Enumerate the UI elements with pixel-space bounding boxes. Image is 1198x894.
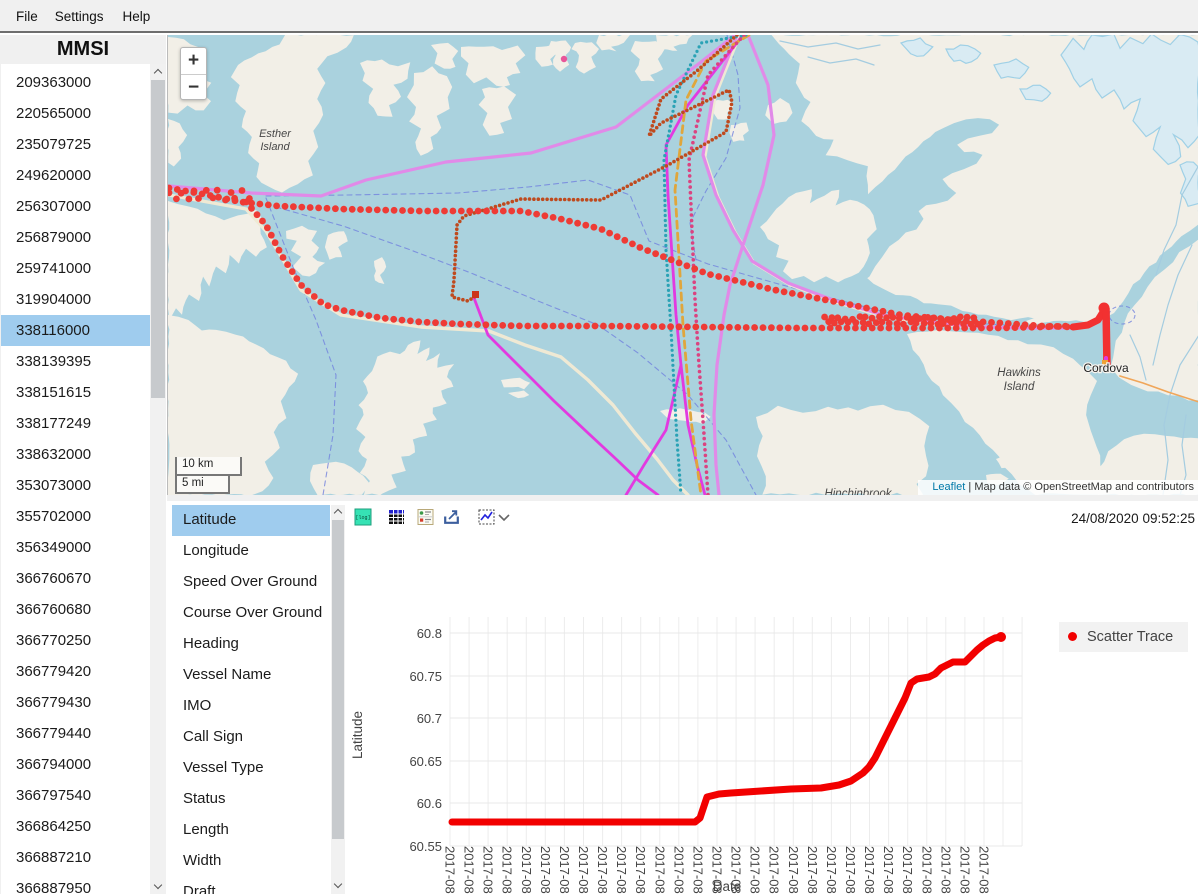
svg-text:Date: Date bbox=[713, 879, 742, 894]
svg-text:2017-08: 2017-08 bbox=[786, 846, 801, 894]
svg-text:2017-08: 2017-08 bbox=[919, 846, 934, 894]
svg-text:2017-08: 2017-08 bbox=[957, 846, 972, 894]
svg-text:Island: Island bbox=[260, 141, 290, 153]
svg-text:2017-08: 2017-08 bbox=[500, 846, 515, 894]
svg-text:2017-08: 2017-08 bbox=[671, 846, 686, 894]
svg-text:2017-08: 2017-08 bbox=[614, 846, 629, 894]
svg-text:2017-08: 2017-08 bbox=[652, 846, 667, 894]
svg-text:2017-08: 2017-08 bbox=[748, 846, 763, 894]
svg-text:2017-08: 2017-08 bbox=[443, 846, 458, 894]
svg-text:2017-08: 2017-08 bbox=[729, 846, 744, 894]
svg-text:2017-08: 2017-08 bbox=[977, 846, 992, 894]
svg-text:60.75: 60.75 bbox=[409, 669, 442, 684]
svg-text:2017-08: 2017-08 bbox=[862, 846, 877, 894]
svg-text:2017-08: 2017-08 bbox=[805, 846, 820, 894]
svg-text:2017-08: 2017-08 bbox=[538, 846, 553, 894]
svg-text:2017-08: 2017-08 bbox=[519, 846, 534, 894]
svg-text:2017-08: 2017-08 bbox=[824, 846, 839, 894]
svg-text:Latitude: Latitude bbox=[350, 711, 365, 759]
svg-text:2017-08: 2017-08 bbox=[900, 846, 915, 894]
svg-text:60.55: 60.55 bbox=[409, 839, 442, 854]
svg-text:Island: Island bbox=[1004, 381, 1035, 393]
svg-text:2017-08: 2017-08 bbox=[481, 846, 496, 894]
svg-text:2017-08: 2017-08 bbox=[462, 846, 477, 894]
svg-text:[log]: [log] bbox=[355, 515, 370, 521]
svg-text:60.8: 60.8 bbox=[417, 626, 442, 641]
svg-text:60.65: 60.65 bbox=[409, 754, 442, 769]
svg-text:2017-08: 2017-08 bbox=[938, 846, 953, 894]
svg-text:60.7: 60.7 bbox=[417, 711, 442, 726]
svg-text:2017-08: 2017-08 bbox=[767, 846, 782, 894]
svg-text:2017-08: 2017-08 bbox=[710, 846, 725, 894]
svg-text:2017-08: 2017-08 bbox=[690, 846, 705, 894]
svg-text:2017-08: 2017-08 bbox=[633, 846, 648, 894]
svg-text:Cordova: Cordova bbox=[1083, 361, 1129, 375]
svg-text:2017-08: 2017-08 bbox=[557, 846, 572, 894]
svg-text:Hinchinbrook: Hinchinbrook bbox=[824, 488, 892, 495]
svg-text:60.6: 60.6 bbox=[417, 796, 442, 811]
svg-text:Esther: Esther bbox=[259, 128, 292, 140]
svg-text:2017-08: 2017-08 bbox=[595, 846, 610, 894]
svg-text:2017-08: 2017-08 bbox=[576, 846, 591, 894]
svg-text:2017-08: 2017-08 bbox=[881, 846, 896, 894]
svg-text:Hawkins: Hawkins bbox=[997, 367, 1041, 379]
svg-text:2017-08: 2017-08 bbox=[843, 846, 858, 894]
